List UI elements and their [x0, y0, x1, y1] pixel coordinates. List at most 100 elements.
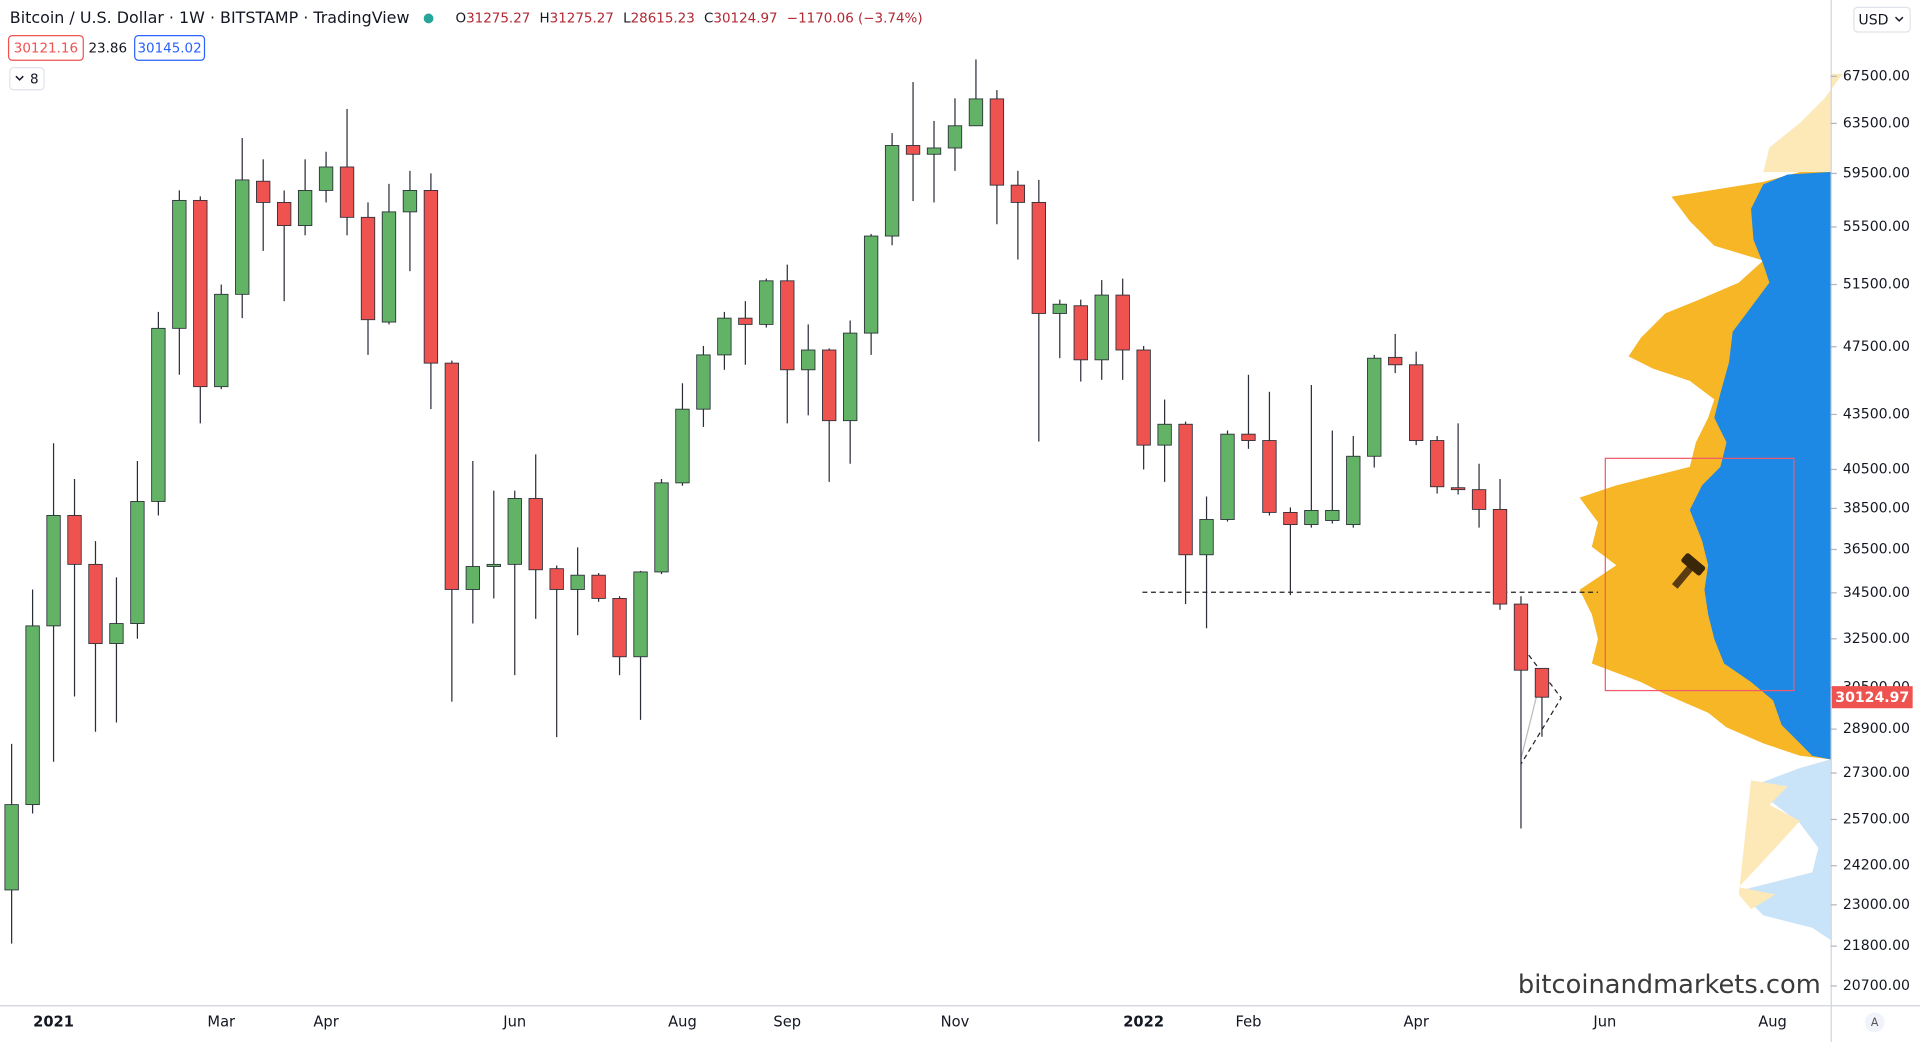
candle-body [989, 98, 1005, 186]
candle-body [738, 317, 753, 325]
auto-scale-label[interactable]: A [1871, 1016, 1879, 1029]
y-tick-label: 24200.00 [1843, 858, 1910, 874]
market-status-dot [423, 13, 434, 24]
candle-body [1283, 511, 1298, 526]
bid-box[interactable] [7, 35, 84, 61]
y-tick-label: 59500.00 [1843, 165, 1910, 181]
spread: 23.86 [88, 41, 127, 57]
y-tick-label: 51500.00 [1843, 277, 1910, 293]
x-tick-label: Aug [668, 1013, 697, 1030]
candle-body [423, 189, 439, 364]
candle-body [444, 362, 460, 590]
y-tick-label: 20700.00 [1843, 978, 1910, 994]
candle-body [696, 354, 711, 410]
x-tick-label: 2022 [1123, 1013, 1164, 1030]
ohlc-letter: L [623, 10, 631, 26]
candle-body [1094, 294, 1109, 361]
ohlc-letter: H [540, 10, 550, 26]
candle-body [1388, 356, 1403, 366]
y-tick-label: 43500.00 [1843, 406, 1910, 422]
hammer-icon [1671, 553, 1706, 589]
candle-body [1367, 357, 1382, 457]
candle-body [654, 482, 669, 573]
candle-body [968, 98, 984, 127]
x-tick-label: Mar [207, 1013, 236, 1030]
candle-body [67, 515, 82, 565]
fixed-range-box [1604, 457, 1795, 692]
y-tick-label: 27300.00 [1843, 765, 1910, 781]
candle-body [507, 498, 522, 565]
candle-body [905, 145, 921, 155]
candle-body [318, 166, 334, 191]
candle-body [842, 332, 858, 422]
candle-body [193, 199, 208, 388]
y-tick-label: 67500.00 [1843, 68, 1910, 84]
y-tick-label: 23000.00 [1843, 897, 1910, 913]
candle-body [1262, 440, 1277, 513]
y-tick-label: 32500.00 [1843, 631, 1910, 647]
watermark: bitcoinandmarkets.com [1518, 970, 1821, 1000]
candle-body [214, 293, 229, 388]
y-tick-label: 38500.00 [1843, 500, 1910, 516]
y-tick-label: 28900.00 [1843, 721, 1910, 737]
symbol-title: Bitcoin / U.S. Dollar · 1W · BITSTAMP · … [10, 8, 410, 27]
candle-body [109, 623, 124, 644]
candle-body [276, 201, 292, 227]
y-tick-label: 40500.00 [1843, 461, 1910, 477]
volume-profile [1579, 73, 1843, 941]
candle-body [339, 166, 355, 218]
ohlc-value: 28615.23 [631, 10, 695, 26]
candle-body [4, 804, 19, 891]
candle-body [822, 349, 837, 422]
candle-body [297, 189, 313, 227]
ask-box[interactable] [134, 35, 206, 61]
candle-body [1220, 433, 1235, 520]
candle-body [1429, 440, 1445, 488]
candle-body [1346, 455, 1361, 526]
candle-body [926, 147, 942, 155]
plot-area [4, 59, 1550, 944]
y-tick-label: 25700.00 [1843, 811, 1910, 827]
x-tick-label: Feb [1235, 1013, 1261, 1030]
candle-body [528, 498, 543, 571]
candle-body [151, 327, 166, 502]
indicators-count[interactable]: 8 [30, 71, 39, 87]
candle-body [1304, 509, 1319, 526]
x-tick-label: Jun [1592, 1013, 1616, 1030]
currency-label[interactable]: USD [1858, 12, 1888, 28]
ohlc-legend: O31275.27 H31275.27 L28615.23 C30124.97 … [456, 10, 923, 26]
candle-body [549, 568, 564, 590]
volume-profile-faded-bottom-yellow [1738, 780, 1800, 910]
candle-body [1178, 423, 1193, 556]
ohlc-value: 31275.27 [466, 10, 530, 26]
candle-body [1492, 508, 1508, 605]
ohlc-letter: O [456, 10, 467, 26]
volume-profile-blue [1689, 172, 1831, 760]
candle-body [675, 408, 690, 484]
ask-price[interactable]: 30145.02 [137, 41, 201, 57]
candle-body [717, 317, 732, 356]
candle-body [1052, 303, 1067, 314]
candle-body [1471, 489, 1487, 510]
ohlc-change: −1170.06 (−3.74%) [787, 10, 923, 26]
candle-body [360, 216, 376, 321]
candle-body [1157, 423, 1172, 446]
candle-body [1199, 519, 1214, 556]
candle-body [381, 211, 397, 323]
candle-body [25, 625, 40, 806]
candle-body [1010, 184, 1026, 203]
y-tick-label: 36500.00 [1843, 541, 1910, 557]
candle-body [1031, 201, 1046, 314]
bid-price[interactable]: 30121.16 [14, 41, 78, 57]
y-tick-label: 34500.00 [1843, 585, 1910, 601]
candle-body [570, 574, 585, 590]
candle-body [1073, 305, 1088, 361]
indicators-toggle[interactable] [9, 66, 45, 91]
ohlc-value: 31275.27 [550, 10, 614, 26]
x-tick-label: Apr [1403, 1013, 1429, 1030]
auto-scale-button[interactable] [1864, 1012, 1885, 1033]
x-tick-label: Jun [502, 1013, 526, 1030]
candle-body [801, 349, 816, 371]
currency-button[interactable] [1853, 6, 1911, 33]
